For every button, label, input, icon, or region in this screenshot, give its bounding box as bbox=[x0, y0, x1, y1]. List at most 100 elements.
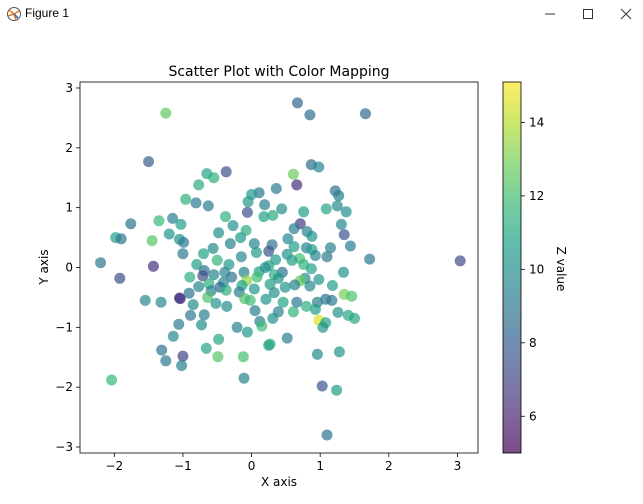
scatter-point bbox=[316, 380, 328, 392]
close-button[interactable] bbox=[606, 0, 643, 28]
title-bar: Figure 1 bbox=[0, 0, 643, 29]
y-tick-label: 0 bbox=[65, 261, 73, 275]
scatter-point bbox=[185, 309, 196, 321]
scatter-point bbox=[263, 245, 275, 257]
scatter-point bbox=[202, 200, 214, 212]
scatter-point bbox=[287, 168, 299, 180]
scatter-point bbox=[193, 281, 205, 293]
scatter-point bbox=[325, 242, 336, 254]
scatter-point bbox=[305, 263, 317, 275]
minimize-button[interactable] bbox=[530, 0, 570, 28]
scatter-point bbox=[313, 161, 325, 173]
scatter-point bbox=[167, 330, 179, 342]
scatter-point bbox=[248, 238, 260, 250]
x-tick-label: 2 bbox=[385, 459, 393, 473]
scatter-point bbox=[114, 272, 126, 284]
scatter-point bbox=[202, 291, 214, 303]
scatter-point bbox=[332, 306, 344, 318]
scatter-point bbox=[176, 360, 188, 372]
colorbar-tick-label: 12 bbox=[529, 189, 544, 203]
scatter-point bbox=[242, 196, 254, 208]
scatter-point bbox=[160, 107, 172, 119]
scatter-point bbox=[226, 271, 238, 283]
scatter-point bbox=[346, 290, 358, 302]
scatter-point bbox=[177, 350, 189, 362]
scatter-point bbox=[200, 342, 212, 354]
scatter-point bbox=[221, 300, 233, 312]
scatter-point bbox=[183, 287, 195, 299]
scatter-point bbox=[250, 247, 262, 258]
window-title: Figure 1 bbox=[25, 6, 70, 20]
scatter-point bbox=[197, 270, 209, 282]
scatter-point bbox=[306, 230, 318, 242]
scatter-point bbox=[174, 292, 185, 304]
scatter-point bbox=[264, 338, 276, 350]
y-tick-label: 1 bbox=[65, 201, 73, 215]
scatter-chart: Scatter Plot with Color Mapping −2 −1 0 1 2 3… bbox=[37, 64, 568, 489]
x-tick-label: −1 bbox=[174, 459, 192, 473]
colorbar-tick-label: 14 bbox=[529, 115, 544, 129]
y-axis-ticks: −3 −2 −1 0 1 2 3 bbox=[55, 81, 80, 454]
scatter-point bbox=[244, 294, 256, 306]
chart-title: Scatter Plot with Color Mapping bbox=[168, 64, 389, 80]
y-axis-label: Y axis bbox=[37, 249, 51, 285]
scatter-point bbox=[125, 218, 137, 230]
scatter-point bbox=[292, 97, 303, 109]
scatter-point bbox=[160, 355, 172, 367]
scatter-point bbox=[258, 211, 270, 223]
scatter-point bbox=[279, 281, 291, 293]
scatter-point bbox=[146, 235, 158, 247]
scatter-point bbox=[238, 372, 250, 384]
plot-frame bbox=[79, 81, 479, 454]
scatter-point bbox=[187, 299, 199, 311]
scatter-point bbox=[95, 257, 107, 269]
scatter-point bbox=[198, 248, 209, 260]
scatter-point bbox=[326, 294, 338, 306]
scatter-point bbox=[335, 218, 347, 230]
scatter-point bbox=[327, 280, 338, 291]
figure-canvas: Scatter Plot with Color Mapping −2 −1 0 1 2 3… bbox=[0, 28, 643, 500]
y-tick-label: 2 bbox=[65, 141, 73, 155]
scatter-point bbox=[237, 351, 249, 363]
scatter-point bbox=[454, 255, 466, 267]
scatter-point bbox=[256, 320, 268, 332]
scatter-point bbox=[264, 278, 276, 290]
scatter-point bbox=[333, 346, 345, 358]
scatter-point bbox=[213, 227, 225, 239]
scatter-point bbox=[212, 351, 224, 363]
scatter-point bbox=[235, 232, 247, 244]
scatter-point bbox=[196, 319, 207, 331]
scatter-point bbox=[178, 236, 190, 248]
scatter-point bbox=[288, 223, 300, 235]
scatter-point bbox=[282, 233, 294, 245]
scatter-point bbox=[298, 206, 310, 218]
scatter-point bbox=[338, 229, 350, 241]
scatter-point bbox=[220, 284, 232, 296]
x-tick-label: 0 bbox=[248, 459, 256, 473]
scatter-point bbox=[208, 172, 220, 184]
scatter-point bbox=[143, 156, 155, 168]
scatter-point bbox=[344, 240, 356, 252]
scatter-point bbox=[198, 309, 210, 321]
x-axis-label: X axis bbox=[261, 475, 297, 489]
y-tick-label: −2 bbox=[55, 380, 73, 394]
colorbar-tick-label: 10 bbox=[529, 262, 544, 276]
scatter-point bbox=[267, 209, 279, 221]
scatter-point bbox=[267, 312, 279, 324]
scatter-point bbox=[155, 296, 167, 308]
scatter-point bbox=[259, 199, 271, 211]
scatter-point bbox=[277, 296, 289, 308]
scatter-point bbox=[248, 283, 260, 295]
scatter-point bbox=[317, 321, 329, 333]
scatter-point bbox=[340, 206, 352, 218]
y-tick-label: −1 bbox=[55, 320, 73, 334]
scatter-point bbox=[238, 266, 250, 278]
scatter-point bbox=[147, 260, 159, 272]
scatter-point bbox=[331, 200, 343, 212]
scatter-point bbox=[235, 251, 247, 263]
scatter-point bbox=[276, 203, 288, 215]
maximize-button[interactable] bbox=[568, 0, 608, 28]
scatter-point bbox=[208, 269, 220, 281]
scatter-point bbox=[153, 215, 165, 227]
scatter-point bbox=[272, 272, 284, 284]
